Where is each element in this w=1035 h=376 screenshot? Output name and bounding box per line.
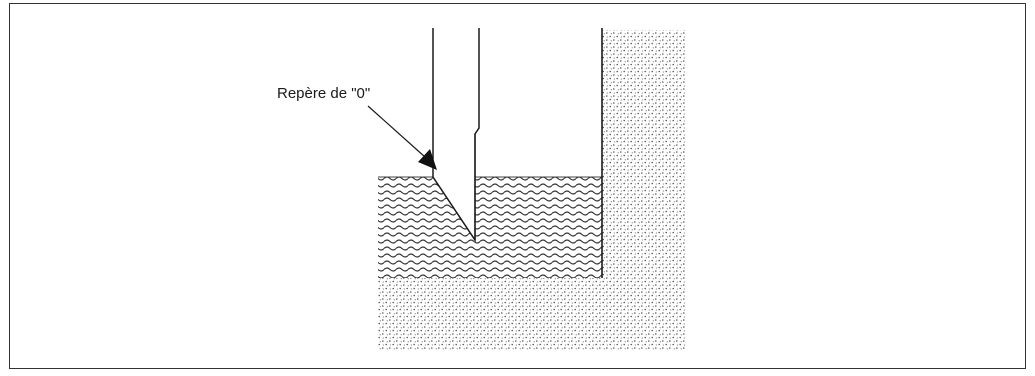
arrow-head-icon xyxy=(418,149,437,170)
pointer-line xyxy=(367,105,426,158)
zero-mark-label: Repère de "0" xyxy=(277,85,370,102)
liquid-region xyxy=(378,177,602,278)
dotted-ground xyxy=(378,30,686,350)
